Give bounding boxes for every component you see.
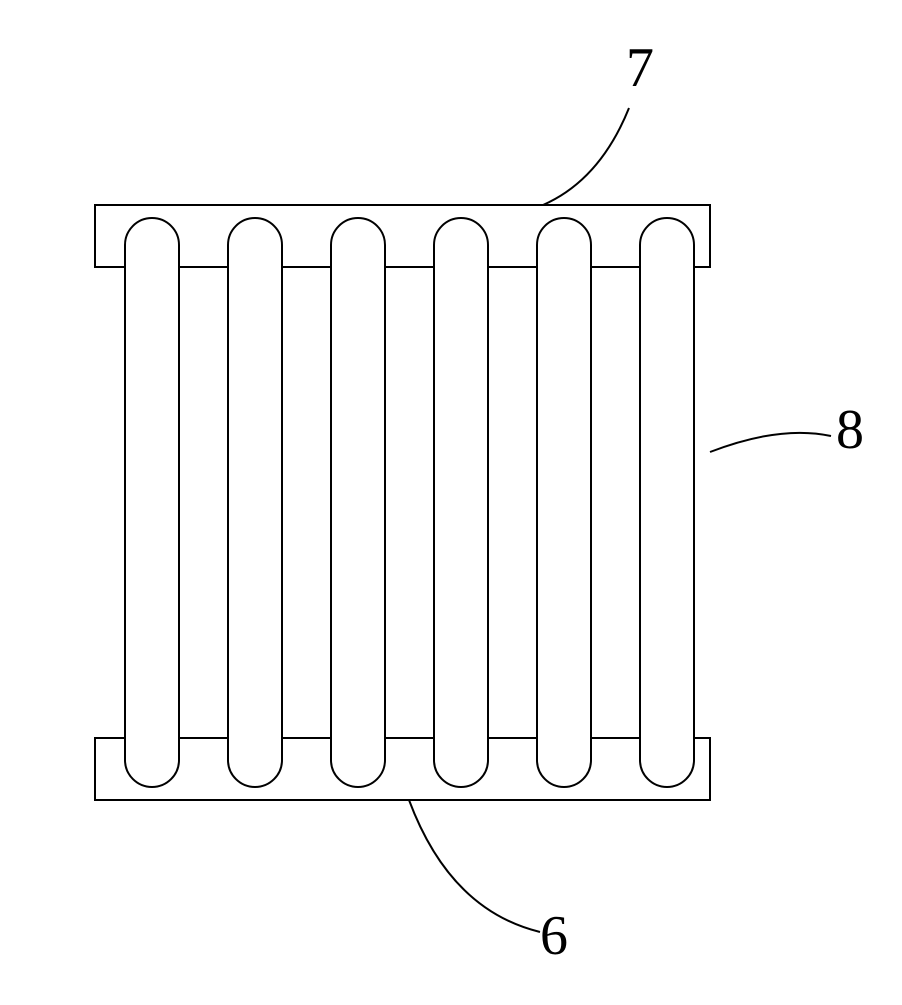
tube-1 xyxy=(125,218,179,787)
top-bar xyxy=(95,205,710,267)
bottom-bar xyxy=(95,738,710,800)
tube-4 xyxy=(434,218,488,787)
leader-line-7 xyxy=(543,108,629,205)
tube-2 xyxy=(228,218,282,787)
tube-6 xyxy=(640,218,694,787)
diagram-container: 7 8 6 xyxy=(0,0,902,1000)
diagram-svg xyxy=(0,0,902,1000)
label-6: 6 xyxy=(540,904,568,968)
tube-5 xyxy=(537,218,591,787)
leader-line-8 xyxy=(710,433,831,452)
label-8: 8 xyxy=(836,398,864,462)
tube-3 xyxy=(331,218,385,787)
label-7: 7 xyxy=(626,36,654,100)
leader-line-6 xyxy=(409,800,540,932)
